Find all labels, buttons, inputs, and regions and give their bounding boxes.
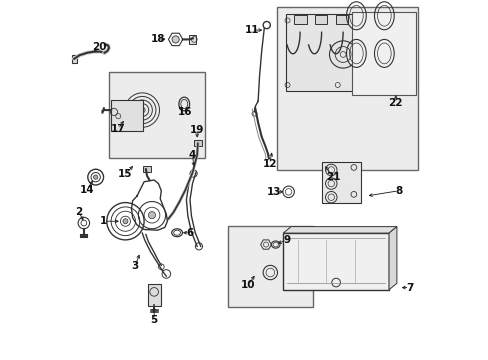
- Text: 17: 17: [111, 124, 125, 134]
- Text: 3: 3: [131, 261, 139, 271]
- Polygon shape: [388, 226, 396, 290]
- Bar: [285, 14, 362, 91]
- Circle shape: [148, 212, 155, 219]
- Bar: [277, 7, 418, 170]
- Text: 16: 16: [177, 107, 191, 117]
- Bar: [189, 35, 196, 44]
- Circle shape: [93, 175, 98, 179]
- Text: 21: 21: [325, 172, 340, 183]
- Circle shape: [122, 219, 128, 224]
- Bar: [147, 284, 160, 306]
- Text: 6: 6: [186, 228, 193, 238]
- Bar: [321, 162, 360, 203]
- Bar: [293, 15, 306, 24]
- Bar: [228, 226, 312, 307]
- Text: 11: 11: [244, 25, 258, 35]
- Polygon shape: [283, 226, 396, 233]
- Bar: [111, 100, 142, 131]
- Text: 20: 20: [92, 42, 106, 52]
- Bar: [194, 140, 202, 145]
- Text: 14: 14: [79, 185, 94, 195]
- Bar: [314, 15, 326, 24]
- Bar: [351, 12, 415, 95]
- Text: 7: 7: [405, 283, 412, 293]
- Bar: [72, 55, 77, 63]
- Text: 15: 15: [118, 169, 132, 179]
- Text: 19: 19: [189, 125, 204, 135]
- Text: 12: 12: [262, 159, 276, 169]
- Text: 13: 13: [266, 187, 281, 197]
- Text: 2: 2: [75, 207, 82, 217]
- Text: 22: 22: [388, 98, 402, 108]
- Text: 5: 5: [150, 315, 158, 325]
- Text: 9: 9: [283, 235, 290, 245]
- Circle shape: [139, 107, 145, 113]
- Text: 10: 10: [241, 280, 255, 290]
- Circle shape: [172, 36, 179, 43]
- Bar: [283, 233, 388, 290]
- Text: 1: 1: [100, 216, 107, 226]
- Text: 4: 4: [188, 150, 196, 160]
- Text: 18: 18: [150, 34, 164, 44]
- Bar: [143, 166, 151, 172]
- Bar: [335, 15, 347, 24]
- Bar: [109, 72, 204, 158]
- Text: 8: 8: [394, 186, 402, 196]
